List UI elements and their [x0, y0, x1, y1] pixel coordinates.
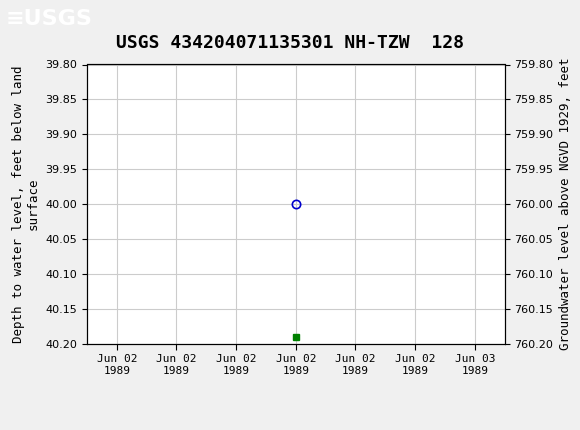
Y-axis label: Groundwater level above NGVD 1929, feet: Groundwater level above NGVD 1929, feet	[559, 58, 572, 350]
Y-axis label: Depth to water level, feet below land
surface: Depth to water level, feet below land su…	[12, 65, 40, 343]
Text: USGS 434204071135301 NH-TZW  128: USGS 434204071135301 NH-TZW 128	[116, 34, 464, 52]
Text: ≡USGS: ≡USGS	[6, 9, 93, 29]
